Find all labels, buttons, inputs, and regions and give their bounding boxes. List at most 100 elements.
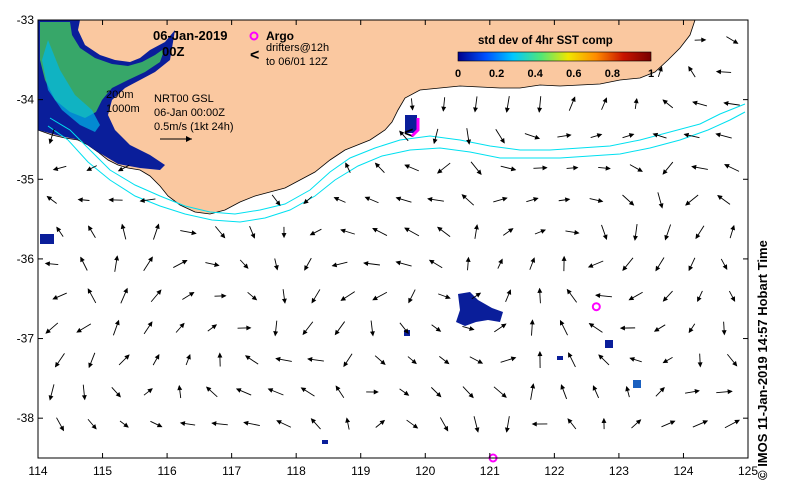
current-vector	[215, 226, 226, 239]
current-vector	[715, 132, 732, 139]
current-vector	[662, 290, 673, 302]
current-vector	[437, 226, 451, 237]
current-vector	[717, 195, 731, 205]
current-vector	[568, 352, 576, 368]
current-vector	[407, 356, 417, 365]
current-vector	[182, 291, 195, 300]
current-vector	[530, 383, 536, 400]
sst-patch	[633, 380, 641, 388]
current-vector	[77, 197, 90, 203]
current-vector	[335, 385, 345, 399]
current-vector	[566, 165, 579, 171]
current-vector	[271, 194, 281, 206]
current-vector	[276, 420, 292, 428]
sst-patch	[456, 292, 503, 326]
current-vector	[364, 196, 379, 204]
current-vector	[150, 289, 162, 303]
current-vector	[239, 259, 249, 269]
current-vector	[537, 350, 543, 369]
colorbar-tick-label: 0	[455, 68, 461, 80]
isobath-1000-label: 1000m	[106, 103, 140, 115]
current-vector	[244, 355, 259, 365]
current-vector	[267, 388, 284, 396]
current-vector	[48, 128, 55, 145]
current-vector	[112, 319, 120, 336]
current-vector	[629, 357, 642, 363]
lat-tick-label: -34	[17, 93, 35, 107]
colorbar-gradient	[457, 51, 652, 62]
lat-tick-label: -37	[17, 332, 35, 346]
current-vector	[56, 417, 64, 432]
isobath-200m	[49, 103, 746, 215]
current-vector	[310, 418, 321, 430]
current-vector	[143, 321, 153, 335]
current-vector	[557, 133, 572, 139]
lon-tick-label: 118	[287, 464, 306, 478]
current-vector	[629, 164, 643, 172]
current-vector	[558, 197, 571, 203]
argo-float-marker	[591, 302, 601, 312]
current-vector	[592, 385, 600, 399]
current-vector	[661, 420, 676, 428]
current-vector	[601, 224, 608, 241]
scale-label: 0.5m/s (1kt 24h)	[154, 121, 233, 133]
current-vector	[237, 325, 252, 331]
sst-patch	[405, 115, 417, 133]
current-vector	[590, 133, 603, 138]
current-vector	[724, 419, 740, 429]
current-vector	[437, 162, 451, 174]
current-vector	[150, 420, 163, 428]
current-vector	[505, 289, 512, 302]
current-vector	[587, 260, 604, 268]
current-vector	[497, 258, 503, 269]
current-vector	[345, 417, 351, 430]
current-vector	[466, 128, 472, 145]
current-vector	[441, 97, 447, 112]
lat-tick-label: -35	[17, 172, 35, 186]
current-vector	[375, 419, 386, 428]
current-vector	[281, 289, 287, 304]
current-vector	[728, 290, 736, 302]
current-vector	[601, 417, 607, 430]
current-vector	[662, 99, 674, 109]
current-vector	[561, 255, 567, 272]
credit-label: © IMOS 11-Jan-2019 14:57 Hobart Time	[755, 240, 770, 480]
current-vector	[524, 133, 541, 140]
current-vector	[120, 223, 127, 240]
sst-patch	[605, 340, 613, 348]
current-vector	[633, 224, 638, 241]
current-vector	[494, 323, 507, 333]
current-vector	[691, 164, 708, 170]
current-vector	[439, 356, 450, 365]
current-vector	[404, 227, 420, 237]
current-vector	[633, 97, 639, 110]
sst-patch	[40, 234, 54, 244]
current-vector	[470, 161, 482, 175]
current-vector	[363, 261, 380, 266]
current-vector	[533, 165, 548, 171]
current-vector	[695, 225, 705, 240]
current-vector	[622, 194, 635, 206]
current-vector	[372, 227, 388, 236]
current-vector	[153, 223, 160, 240]
sst-patch-west-cyan	[42, 40, 100, 132]
colorbar-tick-label: 0.2	[489, 68, 504, 80]
argo-legend-icon	[249, 31, 259, 41]
current-vector	[56, 226, 64, 237]
current-vector	[560, 384, 568, 400]
current-vector	[465, 256, 471, 271]
current-vector	[595, 293, 612, 299]
lon-tick-label: 123	[609, 464, 629, 478]
colorbar-tick-label: 0.4	[528, 68, 544, 80]
lon-tick-label: 120	[415, 464, 435, 478]
current-vector	[345, 162, 351, 173]
current-vector	[529, 257, 536, 270]
current-vector	[179, 421, 196, 426]
current-vector	[152, 353, 160, 366]
current-vector	[177, 384, 183, 399]
current-vector	[474, 224, 479, 239]
current-vector	[427, 196, 444, 202]
current-vector	[88, 225, 96, 239]
current-vector	[534, 229, 547, 235]
current-vector	[108, 197, 123, 203]
